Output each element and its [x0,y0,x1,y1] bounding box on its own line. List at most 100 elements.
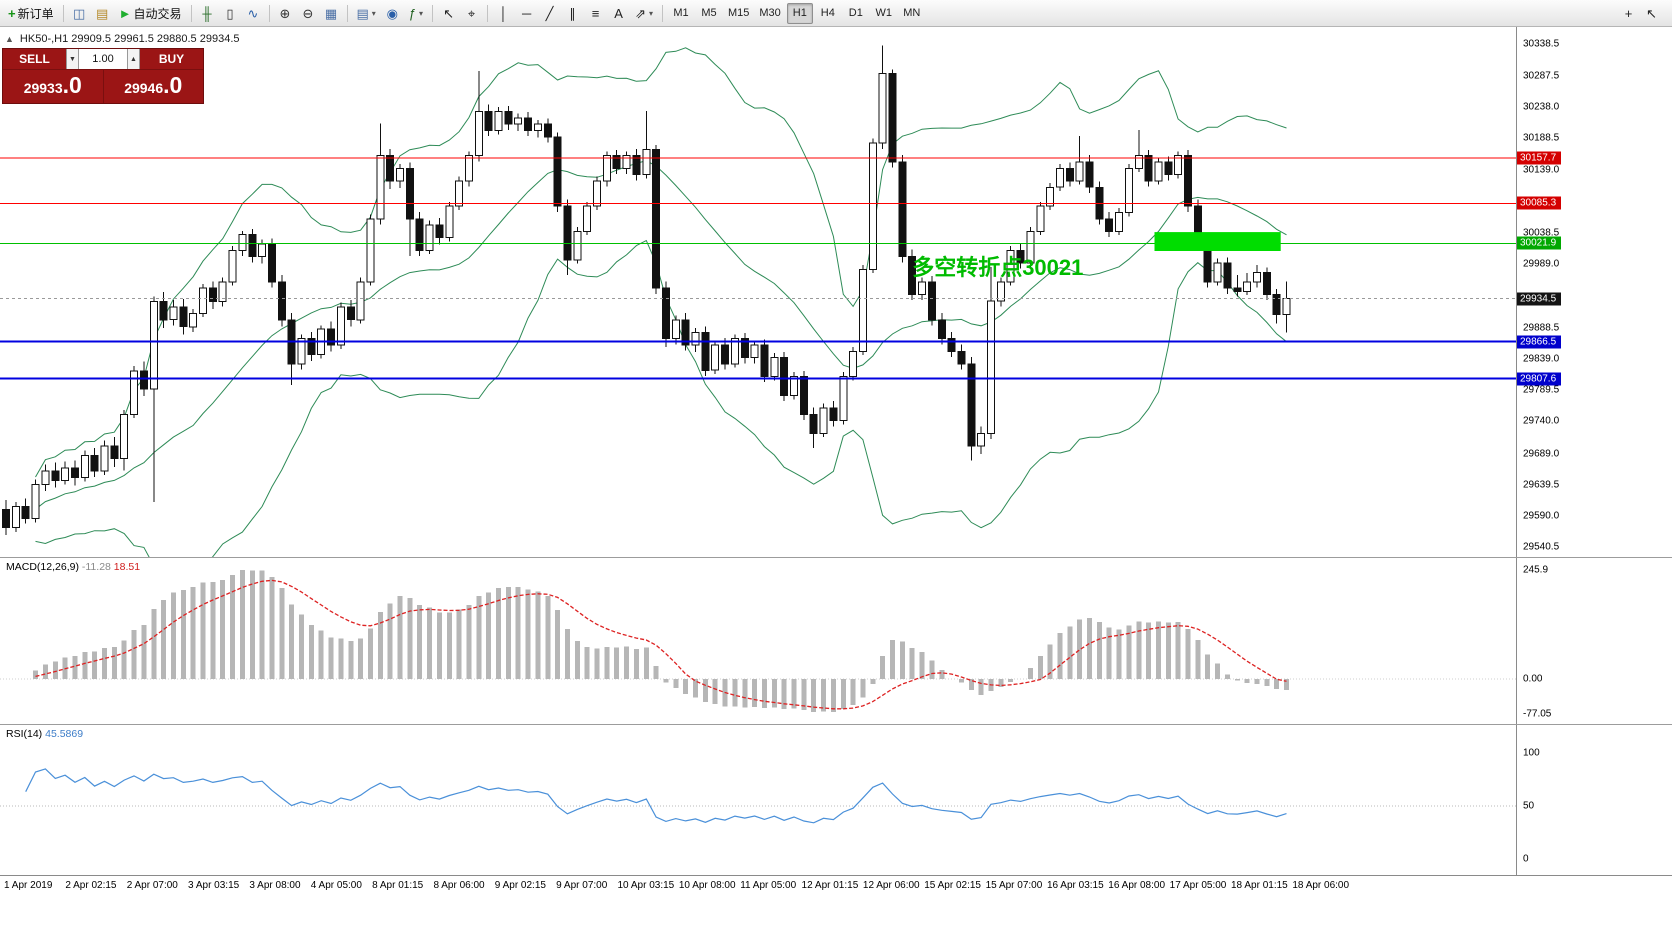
vertical-line-button[interactable]: │ [493,3,514,24]
cursor-icon: ↖ [443,5,455,21]
buy-button[interactable]: BUY [158,52,185,66]
toolbar-separator [487,4,489,22]
timeframe-group: M1 M5 M15 M30 H1 H4 D1 W1 MN [667,2,926,24]
horizontal-line-button[interactable]: ─ [516,3,537,24]
autotrading-button[interactable]: ► 自动交易 [115,3,186,24]
line-chart-button[interactable]: ∿ [243,3,264,24]
zoom-out-icon: ⊖ [302,5,314,21]
text-button[interactable]: A [608,3,629,24]
new-order-label: 新订单 [17,6,54,21]
rsi-canvas[interactable] [0,725,1516,875]
line-chart-icon: ∿ [247,5,259,21]
pointer-alt-button[interactable]: ↖ [1641,3,1662,24]
timeframe-m30-button[interactable]: M30 [759,7,781,19]
sell-price-button[interactable]: 29933.0 [3,70,104,103]
crosshair-button[interactable]: ⌖ [461,3,482,24]
sell-button[interactable]: SELL [19,52,50,66]
timeframe-h1-button[interactable]: H1 [786,2,813,24]
rsi-panel[interactable]: RSI(14) 45.5869 [0,725,1516,875]
price-axis-label: 30038.5 [1523,227,1560,239]
time-axis-label: 3 Apr 03:15 [188,880,240,891]
rsi-axis-label: 50 [1523,800,1535,812]
timeframe-m5-button[interactable]: M5 [701,7,717,19]
current-price-tag: 29934.5 [1517,292,1562,306]
price-axis[interactable]: 30338.5 30287.5 30238.0 30188.5 30139.0 30038… [1516,27,1672,557]
new-order-button[interactable]: + 新订单 [4,3,58,24]
zoom-out-button[interactable]: ⊖ [298,3,319,24]
panel-separator[interactable] [0,557,1672,558]
candlestick-chart-button[interactable]: ▯ [220,3,241,24]
tile-windows-button[interactable]: ▦ [321,3,342,24]
price-axis-label: 29540.5 [1523,541,1560,553]
toolbar-right-group: + ↖ [1617,3,1669,24]
time-axis-label: 18 Apr 01:15 [1231,880,1288,891]
rsi-line [25,768,1287,824]
crosshair-icon: ⌖ [467,5,476,21]
toolbar: + 新订单 ◫ ▤ ► 自动交易 ╫ ▯ ∿ ⊕ ⊖ ▦ ▤ ▾ ◉ ƒ ▾ ↖ ⌖ │ ─ ╱ ∥ ≡ A ⇗ ▾ M1 M5 M15 M… [0,0,1672,27]
profiles-button[interactable]: ▤ [92,3,113,24]
timeframe-h4-button[interactable]: H4 [820,7,835,19]
symbol-line: ▲ HK50-,H1 29909.5 29961.5 29880.5 29934… [5,33,240,45]
chevron-down-icon: ▾ [648,8,653,18]
rsi-axis[interactable]: 100 50 0 [1516,725,1672,875]
price-tag: 30021.9 [1517,236,1562,250]
timeframe-m15-button[interactable]: M15 [727,7,750,19]
panel-separator[interactable] [0,724,1672,725]
buy-price-button[interactable]: 29946.0 [104,70,204,103]
price-axis-label: 30287.5 [1523,70,1560,82]
time-axis-label: 17 Apr 05:00 [1169,880,1227,891]
toolbar-separator [432,4,434,22]
candlestick-chart-icon: ▯ [226,5,234,21]
arrows-button[interactable]: ⇗ ▾ [631,3,657,24]
horizontal-line-icon: ─ [521,5,532,21]
macd-canvas[interactable] [0,558,1516,724]
chart-window-button[interactable]: ◫ [69,3,90,24]
indicators-button[interactable]: ƒ ▾ [405,3,427,24]
tile-windows-icon: ▦ [324,5,338,21]
fibonacci-button[interactable]: ≡ [585,3,606,24]
main-chart-row: ▲ HK50-,H1 29909.5 29961.5 29880.5 29934… [0,27,1672,557]
fibonacci-icon: ≡ [591,5,600,21]
macd-panel[interactable]: MACD(12,26,9) -11.28 18.51 [0,558,1516,724]
price-axis-label: 29839.0 [1523,353,1560,365]
new-chart-button[interactable]: ▤ ▾ [353,3,380,24]
channel-button[interactable]: ∥ [562,3,583,24]
add-button[interactable]: + [1618,3,1639,24]
rsi-label: RSI(14) 45.5869 [6,728,83,740]
highlight-rectangle[interactable] [1154,232,1281,251]
symbol-ohlc-label: HK50-,H1 29909.5 29961.5 29880.5 29934.5 [19,33,240,45]
annotation-text[interactable]: 多空转折点30021 [912,255,1083,280]
trendline-button[interactable]: ╱ [539,3,560,24]
cursor-button[interactable]: ↖ [438,3,459,24]
main-chart-canvas[interactable]: 多空转折点30021 [0,27,1516,557]
price-axis-label: 30338.5 [1523,38,1560,50]
time-axis-label: 10 Apr 03:15 [617,880,675,891]
volume-input[interactable] [79,49,127,69]
volume-down-button[interactable]: ▼ [66,49,79,69]
timeframe-m1-button[interactable]: M1 [673,7,689,19]
macd-axis[interactable]: 245.9 0.00 -77.05 [1516,558,1672,724]
macd-row: MACD(12,26,9) -11.28 18.51 245.9 0.00 -77.… [0,558,1672,724]
time-axis[interactable]: 1 Apr 2019 2 Apr 02:15 2 Apr 07:00 3 Apr 03… [0,875,1672,951]
time-axis-label: 15 Apr 07:00 [985,880,1043,891]
timeframe-d1-button[interactable]: D1 [848,7,863,19]
one-click-toggle-icon[interactable]: ▲ [5,34,14,44]
time-axis-label: 2 Apr 02:15 [65,880,117,891]
timeframe-mn-button[interactable]: MN [903,7,921,19]
price-axis-label: 29740.0 [1523,415,1560,427]
buy-price-frac: .0 [163,72,183,98]
navigator-button[interactable]: ◉ [382,3,403,24]
zoom-in-button[interactable]: ⊕ [275,3,296,24]
price-axis-label: 29888.5 [1523,322,1560,334]
macd-name: MACD(12,26,9) [6,561,79,573]
main-chart-plot[interactable]: ▲ HK50-,H1 29909.5 29961.5 29880.5 29934… [0,27,1516,557]
trendline-icon: ╱ [545,5,554,21]
bar-chart-button[interactable]: ╫ [197,3,218,24]
volume-up-button[interactable]: ▲ [127,49,140,69]
time-axis-label: 12 Apr 06:00 [862,880,920,891]
timeframe-w1-button[interactable]: W1 [875,7,893,19]
price-tag: 29807.6 [1517,372,1562,386]
rsi-axis-label: 100 [1523,747,1540,759]
price-axis-label: 30238.0 [1523,101,1560,113]
